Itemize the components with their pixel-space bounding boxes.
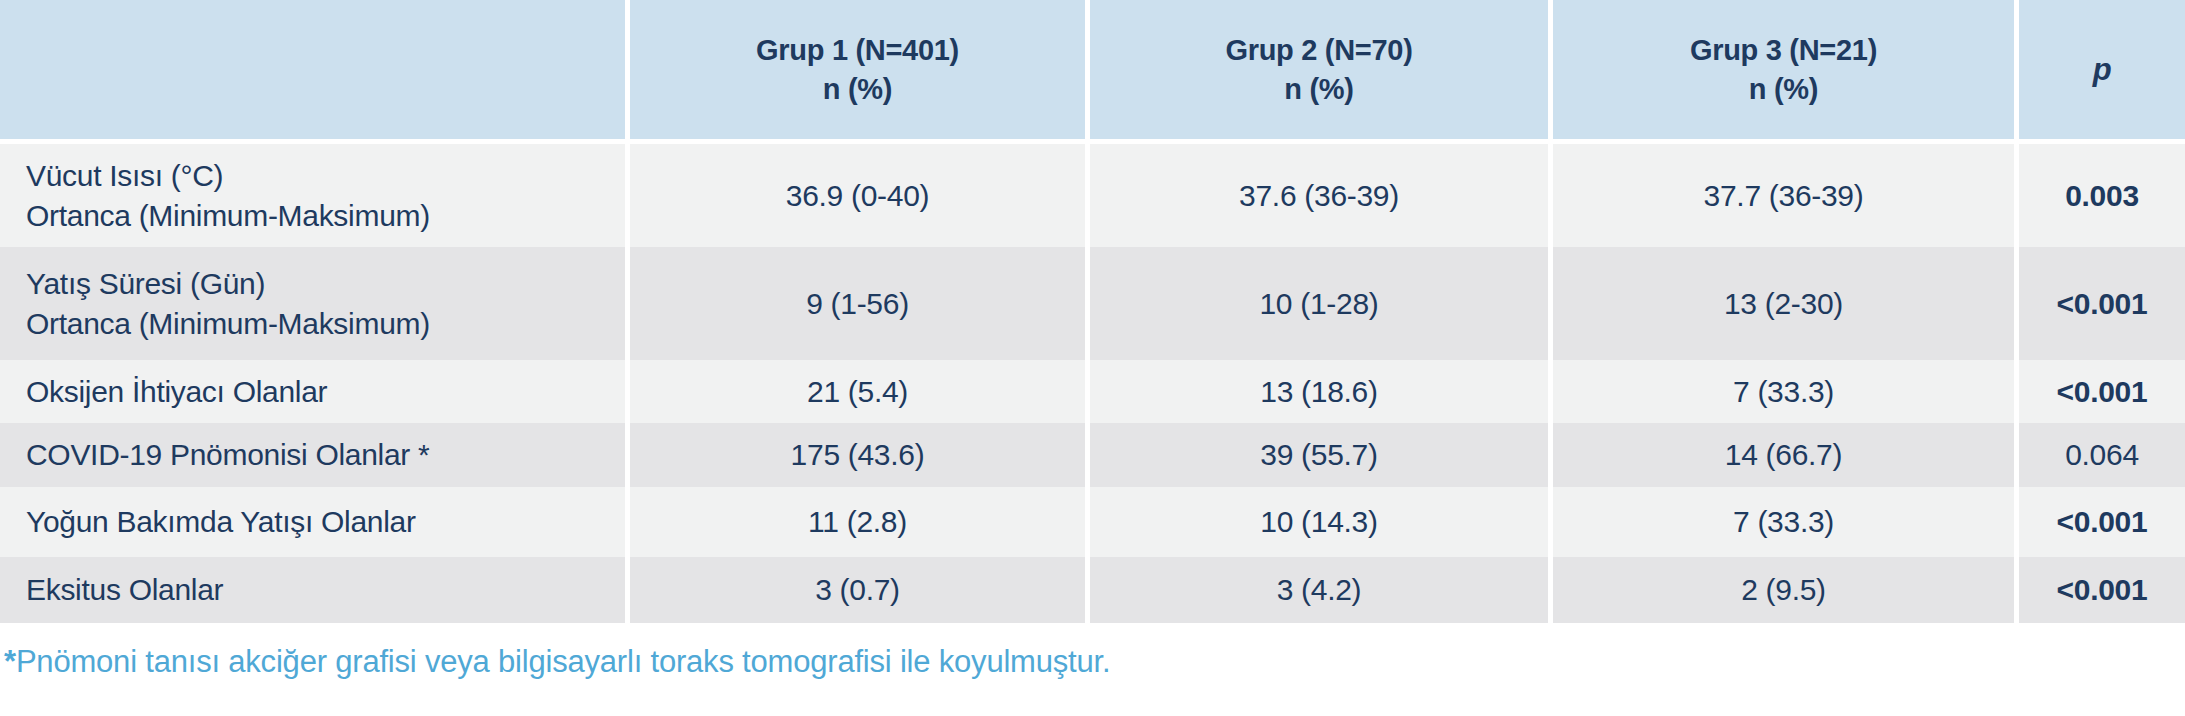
- header-group2-sub: n (%): [1284, 70, 1353, 109]
- p-value: 0.003: [2019, 144, 2185, 247]
- group1-value: 175 (43.6): [630, 423, 1085, 487]
- group3-value: 14 (66.7): [1553, 423, 2014, 487]
- group1-value: 21 (5.4): [630, 360, 1085, 423]
- table-row: Yoğun Bakımda Yatışı Olanlar 11 (2.8) 10…: [0, 487, 2185, 557]
- header-cell-group3: Grup 3 (N=21) n (%): [1553, 0, 2014, 139]
- row-label-line1: Vücut Isısı (°C): [26, 156, 430, 196]
- p-value: <0.001: [2019, 247, 2185, 360]
- table-row: Oksijen İhtiyacı Olanlar 21 (5.4) 13 (18…: [0, 360, 2185, 423]
- p-value: <0.001: [2019, 557, 2185, 623]
- p-value: 0.064: [2019, 423, 2185, 487]
- group2-value: 10 (1-28): [1090, 247, 1548, 360]
- group2-value: 10 (14.3): [1090, 487, 1548, 557]
- group2-value: 39 (55.7): [1090, 423, 1548, 487]
- group1-value: 3 (0.7): [630, 557, 1085, 623]
- header-cell-group2: Grup 2 (N=70) n (%): [1090, 0, 1548, 139]
- row-label-line2: Ortanca (Minimum-Maksimum): [26, 196, 430, 236]
- header-cell-empty: [0, 0, 625, 139]
- row-label: Yatış Süresi (Gün) Ortanca (Minimum-Maks…: [0, 247, 625, 360]
- row-label: Oksijen İhtiyacı Olanlar: [0, 360, 625, 423]
- p-value: <0.001: [2019, 360, 2185, 423]
- row-label-line1: COVID-19 Pnömonisi Olanlar *: [26, 435, 429, 475]
- row-label-line1: Eksitus Olanlar: [26, 570, 223, 610]
- table-row: Yatış Süresi (Gün) Ortanca (Minimum-Maks…: [0, 247, 2185, 360]
- group3-value: 7 (33.3): [1553, 360, 2014, 423]
- header-group3-title: Grup 3 (N=21): [1690, 31, 1877, 70]
- p-value: <0.001: [2019, 487, 2185, 557]
- group1-value: 9 (1-56): [630, 247, 1085, 360]
- header-group2-title: Grup 2 (N=70): [1225, 31, 1412, 70]
- header-cell-pvalue: p: [2019, 0, 2185, 139]
- group3-value: 7 (33.3): [1553, 487, 2014, 557]
- group2-value: 37.6 (36-39): [1090, 144, 1548, 247]
- table-row: Vücut Isısı (°C) Ortanca (Minimum-Maksim…: [0, 144, 2185, 247]
- footnote-text: Pnömoni tanısı akciğer grafisi veya bilg…: [16, 644, 1111, 679]
- group3-value: 2 (9.5): [1553, 557, 2014, 623]
- header-cell-group1: Grup 1 (N=401) n (%): [630, 0, 1085, 139]
- row-label: COVID-19 Pnömonisi Olanlar *: [0, 423, 625, 487]
- table-row: COVID-19 Pnömonisi Olanlar * 175 (43.6) …: [0, 423, 2185, 487]
- group1-value: 36.9 (0-40): [630, 144, 1085, 247]
- header-group1-title: Grup 1 (N=401): [756, 31, 959, 70]
- table-row: Eksitus Olanlar 3 (0.7) 3 (4.2) 2 (9.5) …: [0, 557, 2185, 623]
- row-label-line2: Ortanca (Minimum-Maksimum): [26, 304, 430, 344]
- group3-value: 13 (2-30): [1553, 247, 2014, 360]
- header-group1-sub: n (%): [823, 70, 892, 109]
- group3-value: 37.7 (36-39): [1553, 144, 2014, 247]
- footnote-asterisk: *: [4, 644, 16, 679]
- group1-value: 11 (2.8): [630, 487, 1085, 557]
- row-label-line1: Oksijen İhtiyacı Olanlar: [26, 372, 327, 412]
- row-label-line1: Yoğun Bakımda Yatışı Olanlar: [26, 502, 416, 542]
- header-group3-sub: n (%): [1749, 70, 1818, 109]
- table-figure: Grup 1 (N=401) n (%) Grup 2 (N=70) n (%)…: [0, 0, 2185, 716]
- group2-value: 13 (18.6): [1090, 360, 1548, 423]
- footnote: *Pnömoni tanısı akciğer grafisi veya bil…: [0, 644, 2185, 680]
- row-label: Vücut Isısı (°C) Ortanca (Minimum-Maksim…: [0, 144, 625, 247]
- table-header-row: Grup 1 (N=401) n (%) Grup 2 (N=70) n (%)…: [0, 0, 2185, 139]
- row-label: Eksitus Olanlar: [0, 557, 625, 623]
- row-label: Yoğun Bakımda Yatışı Olanlar: [0, 487, 625, 557]
- row-label-line1: Yatış Süresi (Gün): [26, 264, 430, 304]
- group2-value: 3 (4.2): [1090, 557, 1548, 623]
